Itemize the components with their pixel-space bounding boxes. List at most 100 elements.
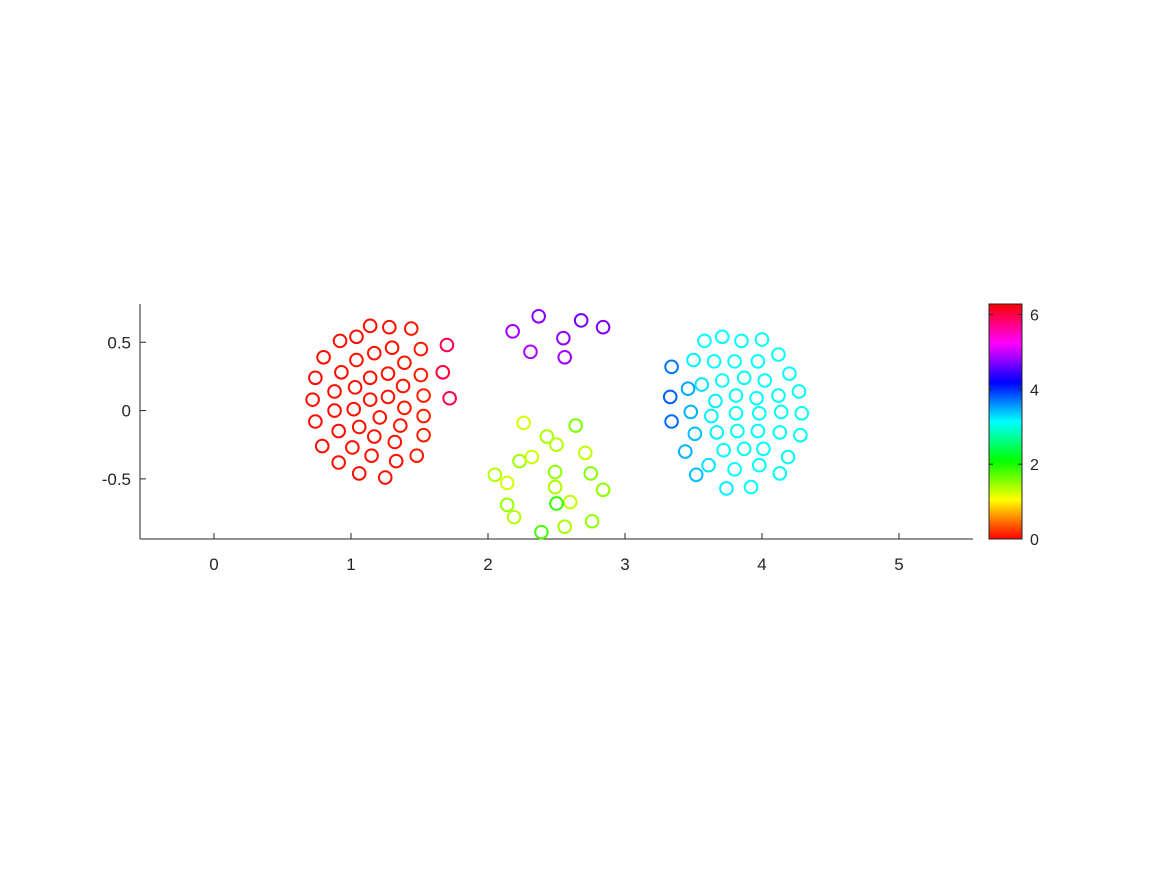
x-tick-label: 5 [894, 555, 903, 574]
scatter-point [505, 324, 520, 339]
scatter-point [524, 449, 540, 465]
scatter-point [756, 441, 771, 457]
scatter-point [349, 329, 364, 345]
scatter-point [557, 519, 573, 535]
scatter-point [377, 470, 393, 485]
scatter-point [395, 378, 411, 394]
scatter-point [364, 448, 379, 463]
scatter-point [771, 388, 786, 403]
scatter-point [547, 464, 563, 480]
scatter-point [688, 467, 704, 483]
scatter-point [308, 414, 323, 429]
scatter-point [595, 319, 611, 335]
x-tick-label: 0 [209, 555, 218, 574]
colorbar-ticks: 0 2 4 6 [989, 308, 1039, 549]
scatter-point [351, 466, 367, 481]
scatter-point [388, 453, 404, 469]
scatter-point [772, 466, 788, 481]
scatter-point [701, 457, 716, 473]
scatter-point [794, 406, 810, 421]
scatter-point [734, 333, 749, 349]
scatter-point [677, 444, 693, 459]
scatter-point [680, 381, 696, 397]
scatter-point [751, 457, 767, 473]
scatter-point [499, 497, 515, 513]
scatter-point [305, 392, 320, 407]
scatter-point [727, 462, 742, 477]
scatter-point [708, 393, 723, 409]
scatter-point [316, 349, 331, 365]
scatter-point [549, 437, 564, 453]
scatter-point [393, 418, 408, 433]
scatter-point [387, 434, 403, 450]
scatter-point [568, 418, 583, 433]
y-tick-label: 0.5 [107, 333, 131, 352]
scatter-point [719, 481, 734, 496]
y-tick-label: 0 [122, 402, 131, 421]
scatter-point [772, 425, 788, 440]
scatter-point [384, 340, 400, 356]
scatter-point [308, 370, 323, 386]
scatter-point [382, 319, 397, 335]
scatter-point [314, 438, 330, 454]
scatter-point [362, 318, 378, 334]
scatter-point [380, 366, 396, 381]
scatter-point [727, 354, 742, 369]
scatter-point [662, 389, 678, 405]
scatter-point [362, 392, 378, 407]
scatter-point [743, 479, 759, 495]
scatter-point [791, 384, 807, 399]
scatter-point [439, 337, 455, 353]
scatter-point [562, 494, 578, 510]
scatter-point [347, 380, 363, 395]
scatter-point [697, 333, 712, 349]
scatter-point [686, 352, 701, 368]
scatter-point [683, 404, 699, 420]
scatter-point [577, 445, 593, 461]
scatter-point [366, 345, 382, 361]
scatter-point [771, 347, 786, 362]
scatter-point [512, 453, 527, 469]
scatter-point [595, 482, 611, 498]
scatter-point [573, 313, 589, 328]
scatter-point [349, 352, 364, 368]
scatter-point [750, 354, 766, 369]
scatter-point [372, 410, 388, 425]
scatter-point [403, 321, 419, 336]
scatter-point [380, 389, 396, 405]
x-tick-label: 4 [757, 555, 766, 574]
scatter-point [773, 404, 789, 420]
scatter-point [327, 384, 342, 399]
scatter-point [704, 408, 719, 424]
y-tick-label: -0.5 [102, 470, 131, 489]
scatter-point [487, 467, 503, 483]
scatter-point [345, 440, 360, 455]
scatter-point [728, 406, 744, 421]
scatter-point [556, 330, 571, 346]
scatter-point [664, 359, 679, 375]
scatter-point [435, 365, 451, 380]
scatter-point [416, 388, 431, 403]
scatter-point [442, 390, 457, 406]
x-tick-label: 1 [346, 555, 355, 574]
scatter-point [584, 513, 600, 529]
scatter-markers [305, 308, 810, 540]
colorbar-tick-label: 4 [1030, 382, 1039, 399]
scatter-point [754, 332, 770, 347]
scatter-point [706, 354, 722, 369]
scatter-point [782, 366, 797, 381]
colorbar-tick-label: 6 [1030, 308, 1039, 325]
scatter-point [749, 390, 764, 406]
scatter-point [331, 423, 346, 439]
scatter-point [334, 365, 349, 380]
scatter-point [362, 370, 378, 386]
scatter-point [694, 377, 710, 392]
scatter-point [780, 449, 796, 465]
scatter-point [534, 524, 549, 540]
y-ticks: -0.5 0 0.5 [102, 333, 146, 489]
scatter-point [416, 427, 431, 443]
scatter-point [516, 415, 531, 431]
scatter-point [397, 400, 412, 416]
scatter-point [728, 388, 744, 403]
